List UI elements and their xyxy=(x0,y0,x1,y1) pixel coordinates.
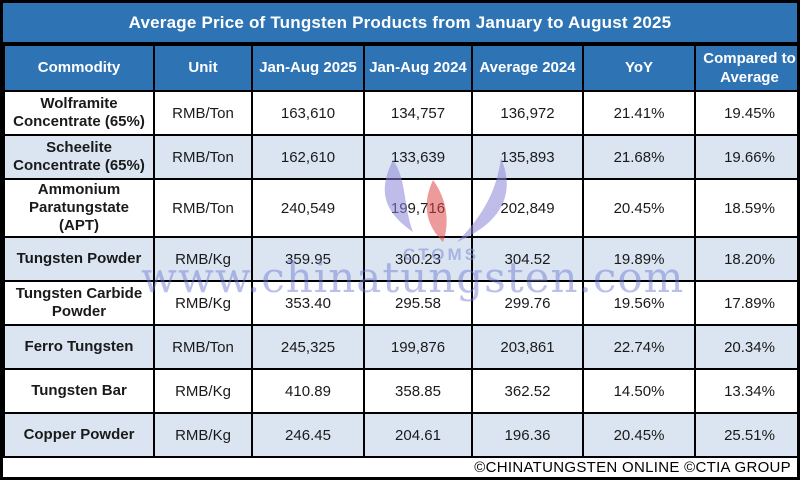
column-header-jan-aug-2025: Jan-Aug 2025 xyxy=(251,44,365,92)
column-header-unit: Unit xyxy=(153,44,253,92)
cell-jan-aug-2024: 295.58 xyxy=(363,280,473,326)
table-row-tungsten-powder: Tungsten Powder RMB/Kg 359.95 300.23 304… xyxy=(3,236,797,282)
cell-jan-aug-2025: 162,610 xyxy=(251,134,365,180)
cell-jan-aug-2024: 199,716 xyxy=(363,178,473,238)
cell-commodity: Ammonium Paratungstate (APT) xyxy=(3,178,155,238)
cell-commodity: Wolframite Concentrate (65%) xyxy=(3,90,155,136)
cell-jan-aug-2025: 246.45 xyxy=(251,412,365,458)
cell-average-2024: 299.76 xyxy=(471,280,584,326)
cell-jan-aug-2024: 300.23 xyxy=(363,236,473,282)
cell-jan-aug-2024: 134,757 xyxy=(363,90,473,136)
cell-unit: RMB/Ton xyxy=(153,90,253,136)
table-row-tungsten-carbide-powder: Tungsten Carbide Powder RMB/Kg 353.40 29… xyxy=(3,280,797,326)
cell-average-2024: 304.52 xyxy=(471,236,584,282)
table-row-wolframite-concentrate: Wolframite Concentrate (65%) RMB/Ton 163… xyxy=(3,90,797,136)
cell-unit: RMB/Ton xyxy=(153,178,253,238)
cell-jan-aug-2024: 358.85 xyxy=(363,368,473,414)
cell-average-2024: 362.52 xyxy=(471,368,584,414)
cell-commodity: Ferro Tungsten xyxy=(3,324,155,370)
column-header-average-2024: Average 2024 xyxy=(471,44,584,92)
copyright-footer: ©CHINATUNGSTEN ONLINE ©CTIA GROUP xyxy=(3,458,797,477)
cell-unit: RMB/Kg xyxy=(153,280,253,326)
table-title: Average Price of Tungsten Products from … xyxy=(3,3,797,44)
cell-jan-aug-2025: 359.95 xyxy=(251,236,365,282)
header-row: Commodity Unit Jan-Aug 2025 Jan-Aug 2024… xyxy=(3,44,797,92)
cell-compared-to-average: 19.45% xyxy=(694,90,797,136)
cell-average-2024: 203,861 xyxy=(471,324,584,370)
cell-jan-aug-2024: 199,876 xyxy=(363,324,473,370)
column-header-yoy: YoY xyxy=(582,44,696,92)
cell-commodity: Tungsten Bar xyxy=(3,368,155,414)
cell-compared-to-average: 19.66% xyxy=(694,134,797,180)
cell-average-2024: 136,972 xyxy=(471,90,584,136)
cell-commodity: Scheelite Concentrate (65%) xyxy=(3,134,155,180)
cell-yoy: 20.45% xyxy=(582,178,696,238)
cell-commodity: Copper Powder xyxy=(3,412,155,458)
cell-unit: RMB/Kg xyxy=(153,236,253,282)
cell-yoy: 14.50% xyxy=(582,368,696,414)
price-table: Commodity Unit Jan-Aug 2025 Jan-Aug 2024… xyxy=(3,44,797,458)
column-header-jan-aug-2024: Jan-Aug 2024 xyxy=(363,44,473,92)
cell-compared-to-average: 25.51% xyxy=(694,412,797,458)
column-header-commodity: Commodity xyxy=(3,44,155,92)
table-row-scheelite-concentrate: Scheelite Concentrate (65%) RMB/Ton 162,… xyxy=(3,134,797,180)
cell-compared-to-average: 18.20% xyxy=(694,236,797,282)
cell-yoy: 20.45% xyxy=(582,412,696,458)
cell-jan-aug-2025: 245,325 xyxy=(251,324,365,370)
cell-compared-to-average: 20.34% xyxy=(694,324,797,370)
cell-yoy: 21.68% xyxy=(582,134,696,180)
cell-average-2024: 196.36 xyxy=(471,412,584,458)
cell-jan-aug-2024: 133,639 xyxy=(363,134,473,180)
cell-unit: RMB/Kg xyxy=(153,368,253,414)
cell-yoy: 21.41% xyxy=(582,90,696,136)
cell-jan-aug-2025: 410.89 xyxy=(251,368,365,414)
cell-compared-to-average: 18.59% xyxy=(694,178,797,238)
cell-commodity: Tungsten Carbide Powder xyxy=(3,280,155,326)
cell-unit: RMB/Ton xyxy=(153,324,253,370)
table-row-ammonium-paratungstate: Ammonium Paratungstate (APT) RMB/Ton 240… xyxy=(3,178,797,238)
table-row-ferro-tungsten: Ferro Tungsten RMB/Ton 245,325 199,876 2… xyxy=(3,324,797,370)
cell-average-2024: 135,893 xyxy=(471,134,584,180)
cell-jan-aug-2025: 353.40 xyxy=(251,280,365,326)
table-row-tungsten-bar: Tungsten Bar RMB/Kg 410.89 358.85 362.52… xyxy=(3,368,797,414)
column-header-compared-to-average: Compared to Average xyxy=(694,44,797,92)
table-row-copper-powder: Copper Powder RMB/Kg 246.45 204.61 196.3… xyxy=(3,412,797,458)
cell-yoy: 19.56% xyxy=(582,280,696,326)
cell-unit: RMB/Kg xyxy=(153,412,253,458)
cell-compared-to-average: 17.89% xyxy=(694,280,797,326)
cell-commodity: Tungsten Powder xyxy=(3,236,155,282)
cell-jan-aug-2024: 204.61 xyxy=(363,412,473,458)
cell-compared-to-average: 13.34% xyxy=(694,368,797,414)
cell-unit: RMB/Ton xyxy=(153,134,253,180)
cell-yoy: 22.74% xyxy=(582,324,696,370)
cell-jan-aug-2025: 163,610 xyxy=(251,90,365,136)
cell-yoy: 19.89% xyxy=(582,236,696,282)
cell-average-2024: 202,849 xyxy=(471,178,584,238)
cell-jan-aug-2025: 240,549 xyxy=(251,178,365,238)
